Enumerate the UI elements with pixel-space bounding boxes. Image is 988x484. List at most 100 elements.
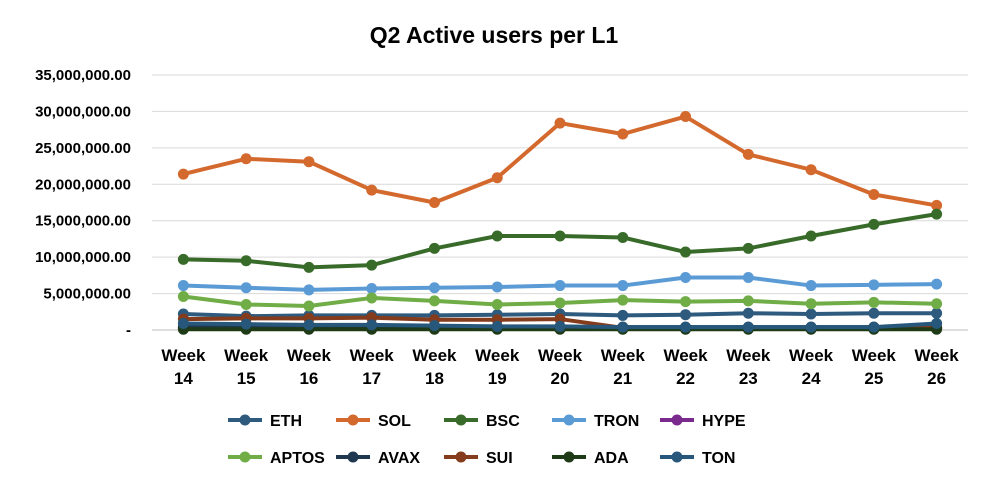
data-point-sol [805,164,817,176]
x-tick-label: Week [475,346,520,365]
series-aptos [177,290,943,312]
legend-swatch-marker [563,451,575,463]
data-point-ton [491,320,503,332]
data-point-bsc [491,230,503,242]
series-lines [177,111,943,335]
data-point-eth [680,309,692,321]
legend-swatch-marker [347,451,359,463]
legend-item-avax: AVAX [336,450,420,467]
x-tick-label: Week [224,346,269,365]
legend-item-eth: ETH [228,413,302,430]
data-point-bsc [805,230,817,242]
legend-item-sol: SOL [336,413,411,430]
x-tick-label: 25 [864,369,883,388]
data-point-eth [931,307,943,319]
series-sol [177,111,943,211]
data-point-aptos [554,297,566,309]
data-point-tron [428,282,440,294]
data-point-ton [428,320,440,332]
data-point-aptos [428,295,440,307]
x-axis-tick-labels: Week 14 Week 15 Week 16 Week 17 Week 18 Week 19 Week… [161,346,959,388]
x-tick-label: 17 [362,369,381,388]
data-point-bsc [177,253,189,265]
legend-item-ton: TON [660,450,735,467]
series-bsc [177,208,943,273]
data-point-bsc [554,230,566,242]
data-point-sol [303,156,315,168]
data-point-bsc [366,259,378,271]
legend-label: SUI [486,450,513,467]
x-tick-label: 26 [927,369,946,388]
data-point-aptos [868,296,880,308]
data-point-eth [742,307,754,319]
data-point-tron [303,284,315,296]
legend-label: TON [702,450,735,467]
data-point-eth [617,309,629,321]
gridlines [152,74,968,331]
y-tick-label: - [126,322,131,339]
legend-swatch-marker [455,451,467,463]
x-tick-label: 24 [802,369,821,388]
y-tick-label: 30,000,000.00 [35,103,131,120]
y-tick-label: 15,000,000.00 [35,213,131,230]
x-tick-label: Week [663,346,708,365]
x-tick-label: Week [601,346,646,365]
data-point-tron [931,278,943,290]
data-point-bsc [742,242,754,254]
legend: ETH SOL BSC TRON HYPE APTOS AVAX SUI ADA TON [228,413,746,467]
y-tick-label: 20,000,000.00 [35,176,131,193]
legend-swatch-marker [671,414,683,426]
data-point-sol [240,153,252,165]
legend-item-bsc: BSC [444,413,520,430]
data-point-aptos [366,292,378,304]
data-point-aptos [240,299,252,310]
data-point-ton [680,321,692,333]
data-point-ton [931,317,943,329]
data-point-aptos [742,295,754,307]
data-point-aptos [680,296,692,308]
data-point-aptos [805,298,817,310]
x-tick-label: Week [726,346,771,365]
legend-label: AVAX [378,450,420,467]
data-point-sol [177,168,189,180]
x-tick-label: 14 [174,369,193,388]
data-point-tron [177,280,189,292]
x-tick-label: Week [350,346,395,365]
legend-item-sui: SUI [444,450,513,467]
data-point-ton [554,320,566,332]
legend-swatch-marker [455,414,467,426]
legend-label: ETH [270,413,302,430]
data-point-aptos [931,298,943,310]
legend-item-aptos: APTOS [228,450,325,467]
x-tick-label: Week [915,346,960,365]
data-point-bsc [868,218,880,230]
data-point-tron [680,272,692,284]
y-tick-label: 25,000,000.00 [35,140,131,157]
legend-item-ada: ADA [552,450,629,467]
x-tick-label: 18 [425,369,444,388]
data-point-aptos [491,299,503,310]
x-tick-label: 16 [299,369,318,388]
data-point-bsc [303,261,315,273]
chart-title: Q2 Active users per L1 [370,22,619,48]
legend-swatch-marker [563,414,575,426]
data-point-tron [617,280,629,292]
data-point-sol [428,197,440,208]
data-point-ton [805,321,817,333]
legend-item-tron: TRON [552,413,639,430]
legend-swatch-marker [671,451,683,463]
data-point-sol [680,111,692,123]
legend-swatch-marker [239,414,251,426]
data-point-tron [366,282,378,294]
data-point-ton [240,318,252,330]
data-point-tron [868,279,880,291]
data-point-ton [303,319,315,331]
legend-label: ADA [594,450,629,467]
x-tick-label: Week [538,346,583,365]
x-tick-label: 23 [739,369,758,388]
legend-swatch-marker [347,414,359,426]
y-tick-label: 10,000,000.00 [35,249,131,266]
data-point-sol [742,148,754,160]
x-tick-label: Week [412,346,457,365]
data-point-aptos [303,300,315,312]
